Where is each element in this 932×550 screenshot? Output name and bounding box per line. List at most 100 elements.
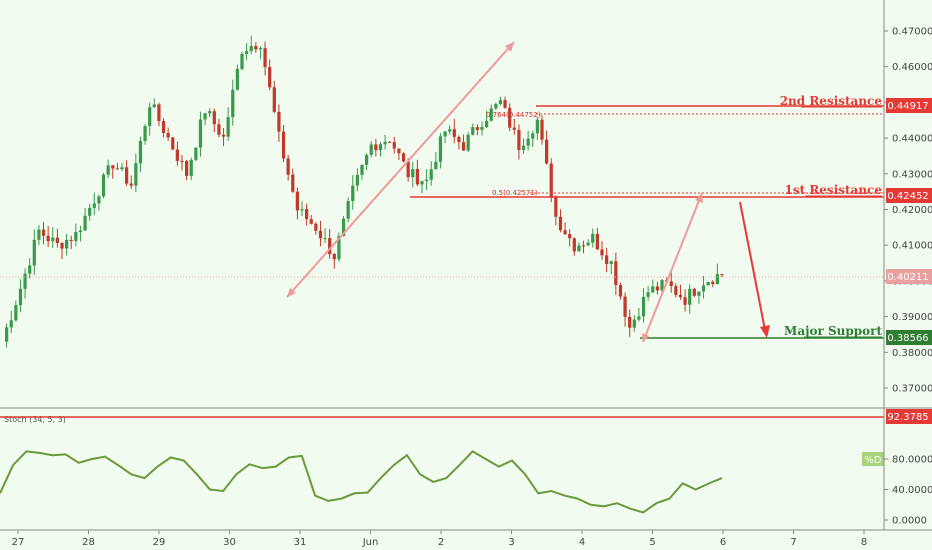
candle-body — [328, 238, 332, 255]
candle-body — [637, 316, 641, 320]
candle-body — [365, 154, 369, 165]
candle-body — [148, 107, 152, 127]
stochastic-indicator-label: Stoch (34, 5, 3) — [4, 415, 66, 424]
candle-body — [208, 111, 212, 114]
candle-body — [549, 163, 553, 198]
candle-body — [23, 273, 27, 289]
price-tick-label: 0.38000 — [892, 348, 932, 359]
candle-body — [41, 229, 46, 236]
left-trend-arrow-head-top — [505, 42, 514, 52]
candle-body — [498, 100, 503, 105]
candle-body — [217, 124, 221, 135]
stochastic-axis[interactable]: 80.0000 40.0000 0.0000 — [884, 455, 932, 527]
candle-body — [392, 142, 396, 149]
price-tick-label: 0.37000 — [892, 384, 932, 395]
candle-body — [457, 136, 461, 143]
candle-body — [120, 167, 124, 170]
candle-body — [351, 185, 355, 202]
candle-body — [489, 108, 493, 121]
price-tick-label: 0.41000 — [892, 241, 932, 252]
candle-body — [185, 160, 189, 176]
candle-body — [591, 233, 595, 243]
candle-body — [429, 169, 433, 180]
candle-body — [572, 238, 576, 252]
current-price-box — [886, 269, 932, 284]
candle-body — [415, 169, 419, 185]
candle-body — [434, 161, 438, 170]
candle-body — [69, 239, 73, 241]
candle-body — [517, 129, 521, 150]
candle-body — [678, 294, 683, 298]
candle-body — [655, 286, 659, 291]
candle-body — [411, 169, 415, 178]
candle-body — [46, 235, 50, 242]
candle-body — [37, 229, 41, 240]
candle-body — [692, 288, 696, 296]
candle-body — [401, 153, 406, 162]
candle-body — [605, 255, 609, 264]
time-tick-label: 28 — [82, 537, 95, 548]
candle-body — [332, 254, 336, 260]
candle-body — [78, 230, 83, 233]
candle-body — [143, 126, 147, 142]
candle-body — [115, 168, 119, 170]
candle-body — [581, 245, 586, 247]
candle-body — [554, 197, 558, 217]
time-tick-label: 30 — [223, 537, 236, 548]
candle-body — [314, 223, 318, 231]
candle-body — [688, 288, 692, 305]
candle-body — [711, 281, 715, 285]
candle-body — [531, 133, 535, 139]
candle-body — [641, 296, 646, 317]
candle-body — [97, 196, 101, 204]
stochastic-panel: Stoch (34, 5, 3) %D — [0, 415, 884, 514]
time-tick-label: 7 — [790, 537, 796, 548]
time-tick-label: Jun — [362, 537, 379, 548]
candle-body — [369, 144, 373, 155]
candle-body — [701, 285, 706, 292]
right-trend-arrow-head-bottom — [642, 333, 649, 342]
candle-body — [646, 292, 650, 297]
candle-body — [526, 138, 530, 146]
stochastic-threshold-value: 92.3785 — [887, 412, 928, 423]
candle-body — [475, 127, 479, 130]
time-tick-label: 5 — [649, 537, 655, 548]
candle-body — [92, 203, 96, 208]
candle-body — [221, 134, 226, 137]
candle-body — [240, 54, 244, 69]
candle-body — [272, 87, 276, 112]
candle-body — [448, 129, 452, 132]
candle-body — [281, 131, 286, 159]
candle-body — [471, 127, 475, 135]
candle-body — [512, 127, 516, 130]
candle-body — [618, 285, 623, 297]
candle-body — [715, 274, 719, 285]
candle-body — [83, 215, 87, 231]
candle-body — [18, 288, 23, 306]
right-trend-arrow-head-top — [695, 193, 703, 203]
candle-body — [231, 89, 235, 118]
candle-body — [508, 107, 512, 128]
candle-body — [305, 209, 309, 220]
time-tick-label: 31 — [294, 537, 307, 548]
candle-body — [309, 219, 313, 224]
stochastic-tick-label: 80.0000 — [892, 455, 932, 466]
candle-body — [101, 174, 106, 197]
candle-body — [198, 119, 203, 148]
candle-body — [51, 237, 55, 242]
time-tick-label: 6 — [720, 537, 726, 548]
candle-body — [577, 245, 581, 252]
first-resistance-price-box — [886, 188, 932, 203]
candle-body — [125, 167, 129, 184]
price-tick-label: 0.47000 — [892, 27, 932, 38]
candle-body — [60, 242, 64, 249]
candle-body — [295, 191, 299, 211]
candle-body — [65, 239, 69, 249]
fib-764-label: 0.764(0.44752) — [486, 111, 541, 119]
candle-body — [55, 237, 59, 243]
candle-body — [235, 68, 239, 90]
candle-body — [674, 286, 678, 295]
candle-body — [540, 119, 544, 140]
time-axis[interactable]: 27 28 29 30 31 Jun 2 3 4 5 6 7 8 — [12, 530, 868, 548]
